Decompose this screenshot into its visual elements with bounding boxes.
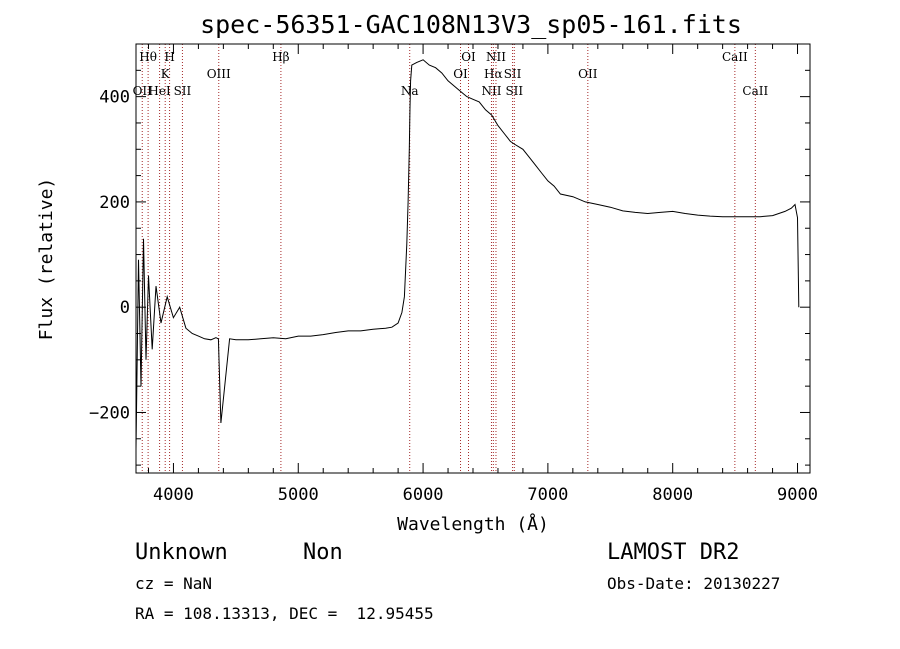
y-tick-label-3: 400 [99, 88, 130, 108]
line-label-4: H [164, 50, 174, 64]
x-tick-label-5: 9000 [777, 485, 818, 505]
x-tick-label-3: 7000 [527, 485, 568, 505]
survey-name: LAMOST DR2 [607, 540, 739, 565]
object-name: Unknown [135, 540, 228, 565]
line-label-0: OII [133, 84, 153, 98]
x-axis-label: Wavelength (Å) [397, 513, 549, 535]
line-label-9: OI [453, 67, 468, 81]
line-label-1: Hθ [139, 50, 157, 64]
emission-line-markers: OIIHθHeIKHSIIOIIIHβNaOIOINIIHαNIISIISIIO… [133, 44, 768, 473]
line-label-14: SII [504, 67, 522, 81]
axis-ticks: 4000 5000 6000 7000 8000 9000 −200 0 200 400 [89, 43, 818, 505]
line-label-16: OII [578, 67, 598, 81]
redshift-value: cz = NaN [135, 574, 212, 593]
spectrum-line [135, 59, 800, 450]
chart-title: spec-56351-GAC108N13V3_sp05-161.fits [200, 10, 742, 39]
object-class: Non [303, 540, 343, 565]
x-tick-label-0: 4000 [153, 485, 194, 505]
line-label-3: K [161, 67, 171, 81]
x-tick-label-4: 8000 [652, 485, 693, 505]
line-label-17: CaII [722, 50, 748, 64]
line-label-15: SII [505, 84, 523, 98]
line-label-5: SII [174, 84, 192, 98]
y-axis-label: Flux (relative) [36, 178, 57, 341]
y-tick-label-0: −200 [89, 403, 130, 423]
line-label-10: OI [461, 50, 476, 64]
line-label-2: HeI [148, 84, 171, 98]
x-tick-label-2: 6000 [403, 485, 444, 505]
coordinates: RA = 108.13313, DEC = 12.95455 [135, 604, 434, 623]
y-tick-label-1: 0 [120, 298, 130, 318]
line-label-12: Hα [484, 67, 503, 81]
observation-date: Obs-Date: 20130227 [607, 574, 780, 593]
line-label-7: Hβ [272, 50, 289, 64]
line-label-18: CaII [742, 84, 768, 98]
y-tick-label-2: 200 [99, 193, 130, 213]
x-tick-label-1: 5000 [278, 485, 319, 505]
line-label-13: NII [486, 50, 506, 64]
line-label-6: OIII [207, 67, 231, 81]
line-label-8: Na [401, 84, 419, 98]
plot-frame [135, 43, 811, 474]
line-label-11: NII [481, 84, 501, 98]
